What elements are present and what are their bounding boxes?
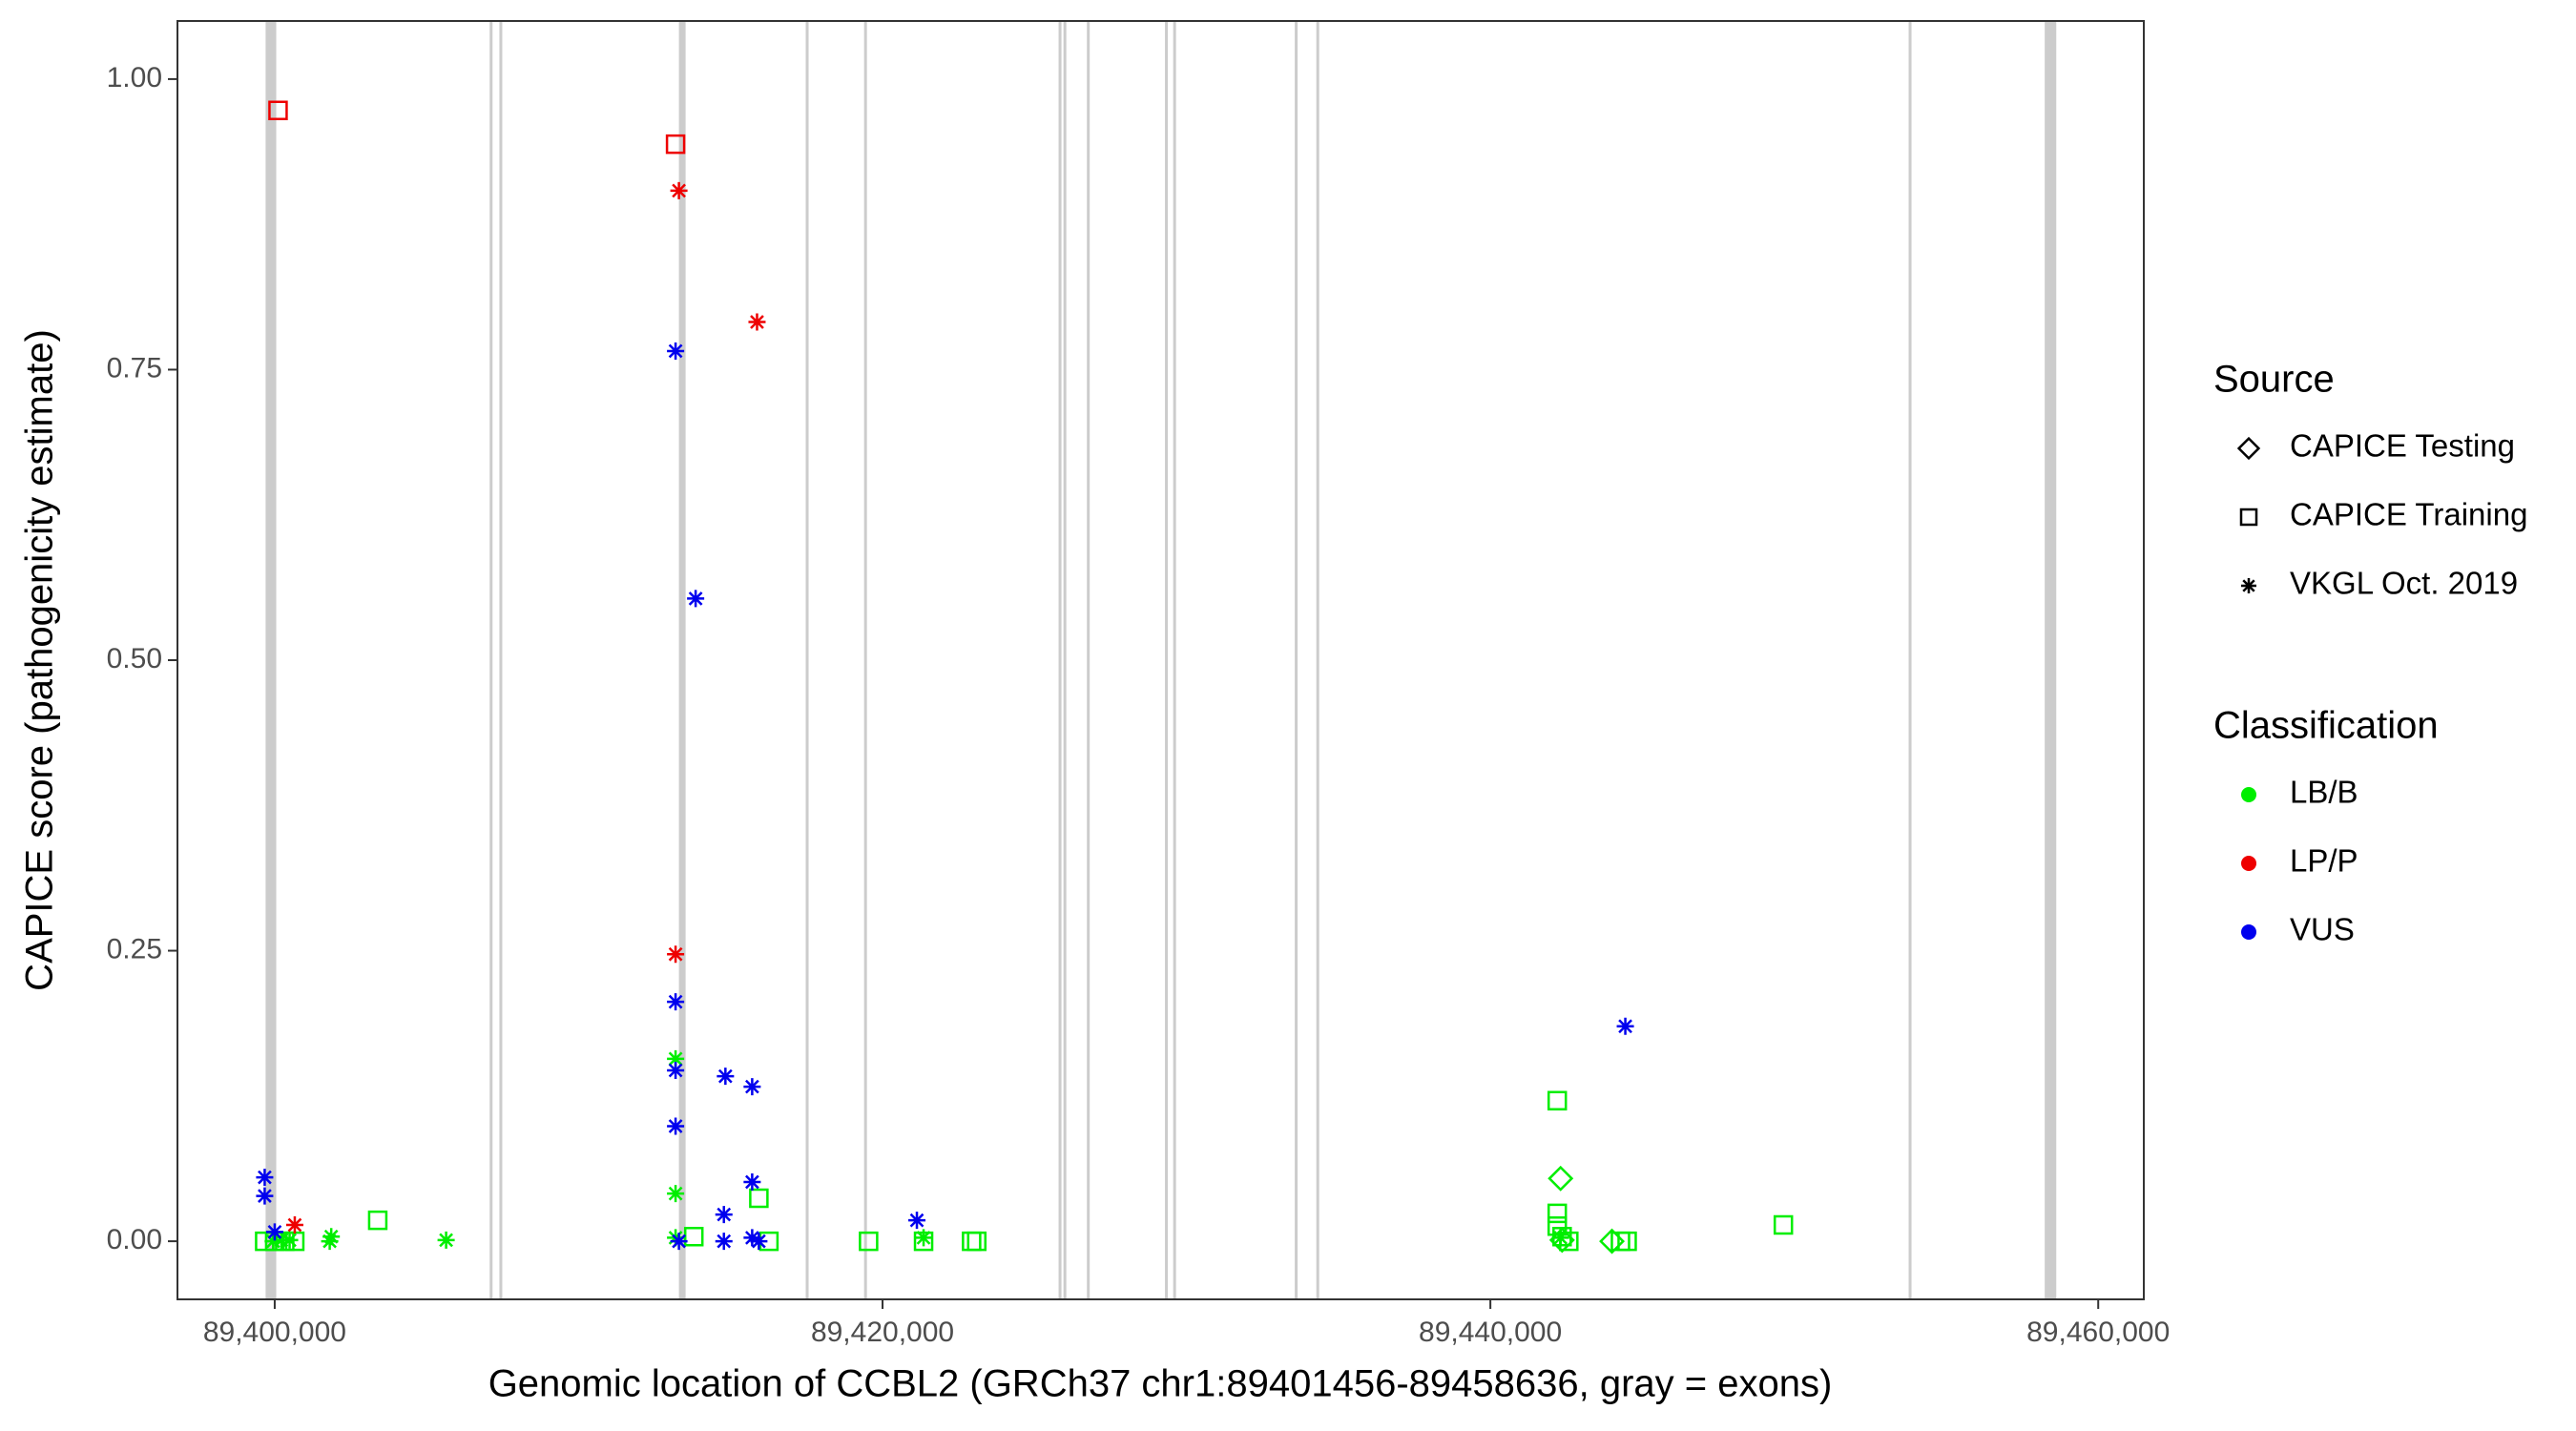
y-axis-title: CAPICE score (pathogenicity estimate) — [19, 329, 61, 991]
point — [256, 1169, 274, 1187]
point — [687, 590, 705, 608]
point — [1617, 1231, 1637, 1252]
point — [667, 993, 685, 1011]
y-tick-label: 0.25 — [107, 933, 162, 964]
point — [256, 1187, 274, 1205]
point — [280, 1231, 299, 1249]
y-tick-label: 0.00 — [107, 1224, 162, 1255]
point — [322, 1228, 341, 1246]
y-tick-label: 0.50 — [107, 643, 162, 674]
point — [667, 1117, 685, 1135]
point — [962, 1231, 982, 1252]
point — [667, 342, 685, 360]
point — [1773, 1214, 1794, 1235]
x-axis-title: Genomic location of CCBL2 (GRCh37 chr1:8… — [488, 1363, 1833, 1405]
legend-label: CAPICE Training — [2290, 497, 2527, 532]
point — [743, 1078, 761, 1096]
legend-symbol — [2241, 924, 2256, 940]
point — [915, 1229, 933, 1247]
point — [367, 1210, 388, 1231]
point — [913, 1231, 934, 1252]
point — [1610, 1231, 1631, 1252]
point — [715, 1206, 733, 1224]
point — [908, 1212, 926, 1230]
x-tick-label: 89,460,000 — [2026, 1317, 2170, 1348]
exon — [1316, 21, 1319, 1299]
exon — [1908, 21, 1912, 1299]
y-tick-label: 1.00 — [107, 62, 162, 93]
exon — [489, 21, 493, 1299]
legend-title: Classification — [2213, 705, 2439, 747]
legend-symbol — [2241, 578, 2256, 593]
legend-label: VUS — [2290, 912, 2355, 947]
exon — [265, 21, 277, 1299]
point — [717, 1068, 735, 1086]
panel-border — [177, 20, 2145, 1300]
legend-title: Source — [2213, 359, 2335, 401]
legend-symbol — [2239, 508, 2258, 527]
point — [437, 1231, 455, 1249]
point — [1616, 1017, 1634, 1035]
point — [285, 1216, 303, 1234]
x-tick-label: 89,400,000 — [203, 1317, 346, 1348]
legend-label: LP/P — [2290, 843, 2358, 879]
point — [1547, 1203, 1568, 1224]
legend-symbol — [2241, 856, 2256, 871]
point — [743, 1172, 761, 1191]
point — [859, 1231, 879, 1252]
legend-label: LB/B — [2290, 775, 2358, 810]
point — [743, 1229, 761, 1247]
point — [670, 181, 688, 199]
x-tick-label: 89,440,000 — [1419, 1317, 1562, 1348]
point — [750, 1233, 768, 1251]
point — [1551, 1229, 1569, 1247]
point — [670, 1233, 688, 1251]
legend-label: VKGL Oct. 2019 — [2290, 566, 2518, 601]
point — [667, 1185, 685, 1203]
point — [966, 1231, 987, 1252]
point — [667, 1049, 685, 1068]
point — [1548, 1227, 1575, 1254]
point — [265, 1223, 283, 1241]
point — [715, 1233, 733, 1251]
exon — [1058, 21, 1062, 1299]
point — [683, 1226, 704, 1247]
point — [749, 1188, 769, 1209]
point — [268, 100, 288, 121]
point — [667, 945, 685, 964]
legend-symbol — [2236, 436, 2261, 461]
exon — [499, 21, 503, 1299]
point — [1547, 1090, 1568, 1110]
legend-symbol — [2241, 787, 2256, 802]
point — [1547, 1216, 1568, 1236]
exon — [678, 21, 686, 1299]
exon — [1173, 21, 1176, 1299]
y-tick-label: 0.75 — [107, 352, 162, 384]
point — [321, 1233, 339, 1251]
exon — [1165, 21, 1169, 1299]
exon — [1295, 21, 1298, 1299]
point — [1599, 1228, 1626, 1255]
exon — [805, 21, 809, 1299]
exon — [1063, 21, 1067, 1299]
point — [748, 313, 766, 331]
exon — [1087, 21, 1091, 1299]
point — [665, 134, 686, 155]
point — [1548, 1165, 1574, 1192]
x-tick-label: 89,420,000 — [811, 1317, 954, 1348]
exon — [2045, 21, 2057, 1299]
point — [667, 1062, 685, 1080]
exon — [863, 21, 867, 1299]
legend-label: CAPICE Testing — [2290, 428, 2515, 464]
point — [1552, 1226, 1572, 1247]
